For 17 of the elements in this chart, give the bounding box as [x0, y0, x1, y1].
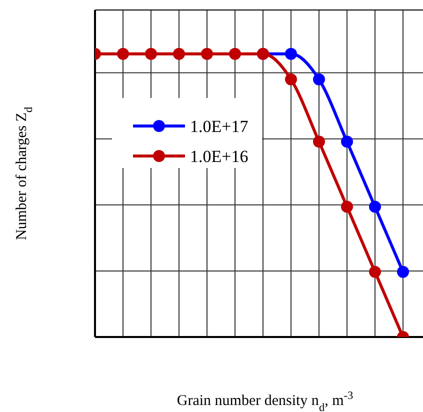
point — [341, 200, 353, 213]
point — [229, 48, 241, 60]
point — [369, 266, 381, 278]
point — [313, 136, 325, 148]
point — [117, 48, 129, 60]
legend-label: 1.0E+16 — [190, 147, 248, 166]
x-axis-title: Grain number density n$_{d}$, m$^{-3}$ — [176, 390, 354, 412]
point — [369, 200, 381, 213]
point — [313, 73, 325, 86]
point — [201, 48, 213, 60]
point — [145, 48, 157, 60]
legend-label: 1.0E+17 — [190, 117, 249, 136]
point — [341, 136, 353, 148]
point — [173, 48, 185, 60]
point — [285, 48, 297, 60]
point — [397, 266, 409, 278]
point — [285, 73, 297, 86]
